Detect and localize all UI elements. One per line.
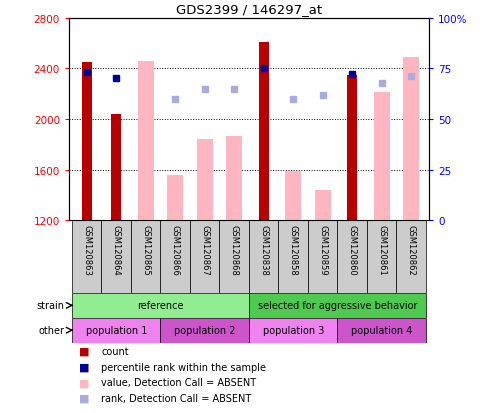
Text: GSM120868: GSM120868 — [230, 225, 239, 275]
Text: ■: ■ — [79, 393, 89, 403]
Bar — [160, 318, 249, 343]
Bar — [131, 221, 160, 293]
Bar — [338, 221, 367, 293]
Text: GSM120865: GSM120865 — [141, 225, 150, 275]
Text: GSM120838: GSM120838 — [259, 225, 268, 275]
Bar — [226, 136, 243, 221]
Bar — [347, 76, 357, 221]
Text: rank, Detection Call = ABSENT: rank, Detection Call = ABSENT — [101, 393, 251, 403]
Bar — [72, 318, 160, 343]
Bar — [279, 221, 308, 293]
Bar — [249, 221, 279, 293]
Bar — [197, 140, 213, 221]
Bar — [102, 221, 131, 293]
Bar — [138, 62, 154, 221]
Text: GSM120863: GSM120863 — [82, 225, 91, 275]
Bar — [111, 115, 121, 221]
Text: ■: ■ — [79, 362, 89, 372]
Text: population 3: population 3 — [263, 325, 324, 335]
Text: selected for aggressive behavior: selected for aggressive behavior — [258, 301, 417, 311]
Bar — [374, 93, 390, 221]
Bar — [190, 221, 219, 293]
Text: other: other — [38, 325, 64, 335]
Bar — [167, 176, 183, 221]
Text: value, Detection Call = ABSENT: value, Detection Call = ABSENT — [101, 377, 256, 387]
Text: population 1: population 1 — [85, 325, 147, 335]
Bar — [308, 221, 338, 293]
Bar — [367, 221, 396, 293]
Text: GSM120858: GSM120858 — [289, 225, 298, 275]
Bar — [338, 318, 426, 343]
Bar — [396, 221, 426, 293]
Bar — [72, 293, 249, 318]
Bar — [258, 43, 269, 221]
Text: ■: ■ — [79, 377, 89, 387]
Bar — [285, 172, 301, 221]
Bar — [249, 318, 338, 343]
Bar — [315, 191, 331, 221]
Text: GSM120859: GSM120859 — [318, 225, 327, 275]
Title: GDS2399 / 146297_at: GDS2399 / 146297_at — [176, 3, 322, 16]
Text: GSM120861: GSM120861 — [377, 225, 386, 275]
Bar — [249, 293, 426, 318]
Text: count: count — [101, 346, 129, 356]
Bar — [219, 221, 249, 293]
Text: GSM120866: GSM120866 — [171, 225, 180, 275]
Text: GSM120862: GSM120862 — [407, 225, 416, 275]
Text: population 2: population 2 — [174, 325, 236, 335]
Text: GSM120867: GSM120867 — [200, 225, 209, 275]
Bar — [160, 221, 190, 293]
Text: reference: reference — [137, 301, 184, 311]
Text: strain: strain — [36, 301, 64, 311]
Text: GSM120864: GSM120864 — [112, 225, 121, 275]
Bar — [72, 221, 102, 293]
Text: percentile rank within the sample: percentile rank within the sample — [101, 362, 266, 372]
Text: ■: ■ — [79, 346, 89, 356]
Bar — [81, 63, 92, 221]
Text: GSM120860: GSM120860 — [348, 225, 357, 275]
Bar — [403, 58, 420, 221]
Text: population 4: population 4 — [351, 325, 413, 335]
